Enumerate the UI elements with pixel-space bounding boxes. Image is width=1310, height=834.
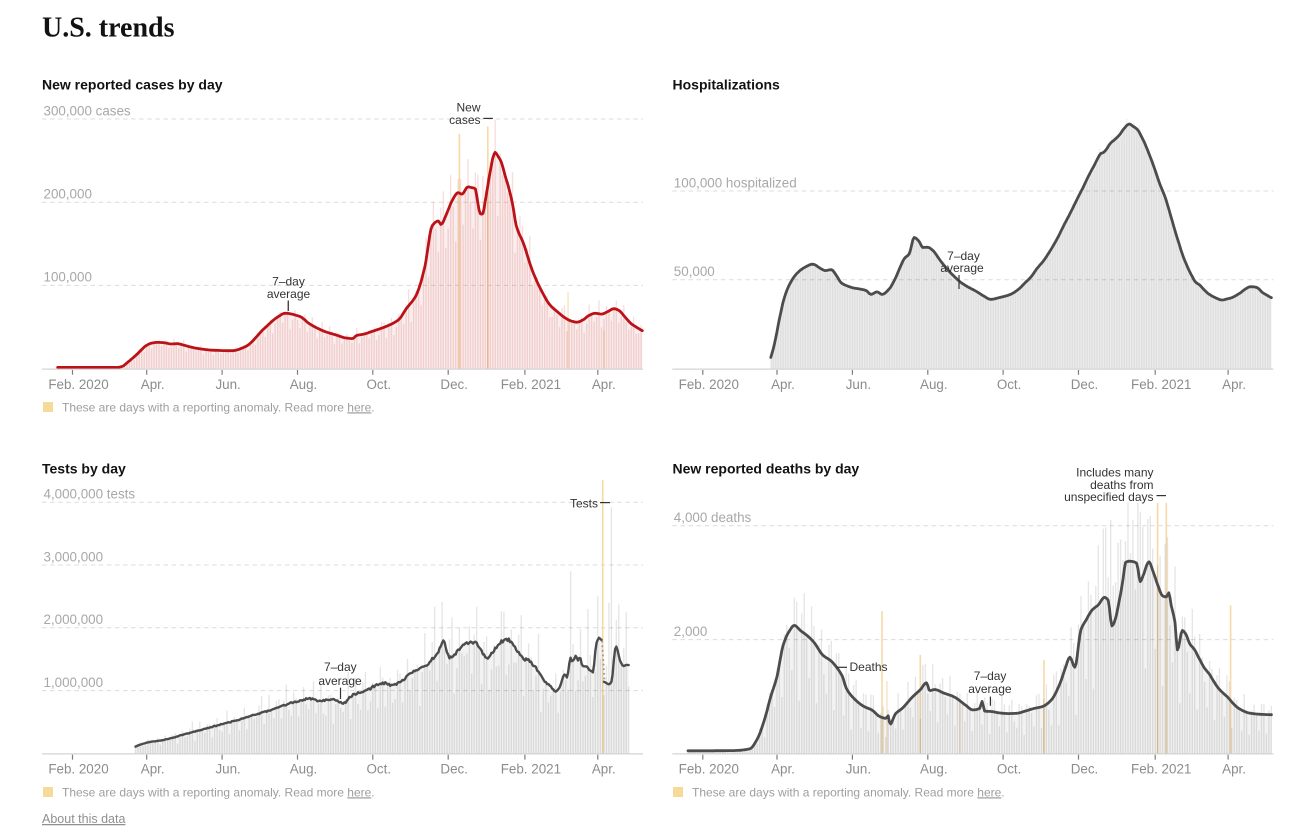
svg-text:Jun.: Jun. [215,377,240,392]
svg-text:Jun.: Jun. [846,377,871,392]
svg-text:Feb. 2020: Feb. 2020 [48,377,108,392]
svg-text:Feb. 2021: Feb. 2021 [1131,762,1191,777]
svg-text:Feb. 2021: Feb. 2021 [501,377,561,392]
svg-text:Tests by day: Tests by day [42,461,126,477]
svg-text:Tests: Tests [570,497,598,511]
svg-text:Oct.: Oct. [367,377,392,392]
svg-text:These are days with a reportin: These are days with a reporting anomaly.… [692,785,1005,799]
svg-text:7–day: 7–day [947,249,980,263]
svg-text:Apr.: Apr. [141,377,165,392]
svg-text:Apr.: Apr. [1222,377,1246,392]
svg-text:4,000 deaths: 4,000 deaths [674,510,752,525]
svg-text:7–day: 7–day [974,669,1007,683]
svg-text:200,000: 200,000 [44,187,92,202]
svg-text:Apr.: Apr. [592,762,616,777]
svg-text:2,000,000: 2,000,000 [44,612,104,627]
svg-text:cases: cases [449,113,480,127]
svg-text:7–day: 7–day [272,274,305,288]
svg-text:100,000 hospitalized: 100,000 hospitalized [674,175,797,190]
svg-text:Feb. 2020: Feb. 2020 [679,762,739,777]
svg-text:2,000: 2,000 [674,624,708,639]
svg-text:Deaths: Deaths [850,660,888,674]
svg-text:These are days with a reportin: These are days with a reporting anomaly.… [62,400,375,414]
svg-text:average: average [968,682,1012,696]
svg-text:Apr.: Apr. [1222,762,1246,777]
svg-text:50,000: 50,000 [674,264,715,279]
svg-text:Jun.: Jun. [846,762,871,777]
svg-text:average: average [318,674,362,688]
svg-text:New: New [456,101,480,115]
svg-text:Dec.: Dec. [1071,762,1099,777]
svg-text:Hospitalizations: Hospitalizations [673,77,781,93]
svg-text:3,000,000: 3,000,000 [44,549,104,564]
svg-text:About this data: About this data [42,812,125,826]
svg-text:Apr.: Apr. [771,377,795,392]
svg-text:New reported cases by day: New reported cases by day [42,77,223,93]
svg-text:Dec.: Dec. [440,377,468,392]
svg-text:U.S. trends: U.S. trends [42,13,175,44]
svg-text:average: average [267,287,311,301]
svg-text:Oct.: Oct. [997,762,1022,777]
svg-text:1,000,000: 1,000,000 [44,675,104,690]
svg-text:7–day: 7–day [324,660,357,674]
svg-text:Feb. 2020: Feb. 2020 [679,377,739,392]
svg-text:deaths from: deaths from [1090,478,1153,492]
svg-text:Aug.: Aug. [920,377,948,392]
svg-text:These are days with a reportin: These are days with a reporting anomaly.… [62,785,375,799]
svg-text:Aug.: Aug. [290,762,318,777]
svg-text:average: average [940,261,984,275]
svg-text:Feb. 2021: Feb. 2021 [1131,377,1191,392]
svg-text:Includes many: Includes many [1076,466,1153,480]
svg-text:New reported deaths by day: New reported deaths by day [673,461,860,477]
svg-text:Apr.: Apr. [771,762,795,777]
svg-text:Oct.: Oct. [367,762,392,777]
svg-text:Aug.: Aug. [920,762,948,777]
svg-text:Feb. 2021: Feb. 2021 [501,762,561,777]
svg-text:4,000,000 tests: 4,000,000 tests [44,487,136,502]
svg-text:Apr.: Apr. [141,762,165,777]
svg-text:Jun.: Jun. [215,762,240,777]
svg-text:100,000: 100,000 [44,270,92,285]
svg-text:300,000 cases: 300,000 cases [44,103,131,118]
svg-text:Oct.: Oct. [997,377,1022,392]
svg-text:Apr.: Apr. [592,377,616,392]
svg-text:unspecified days: unspecified days [1064,490,1153,504]
svg-text:Feb. 2020: Feb. 2020 [48,762,108,777]
svg-text:Dec.: Dec. [440,762,468,777]
svg-text:Dec.: Dec. [1071,377,1099,392]
svg-text:Aug.: Aug. [290,377,318,392]
